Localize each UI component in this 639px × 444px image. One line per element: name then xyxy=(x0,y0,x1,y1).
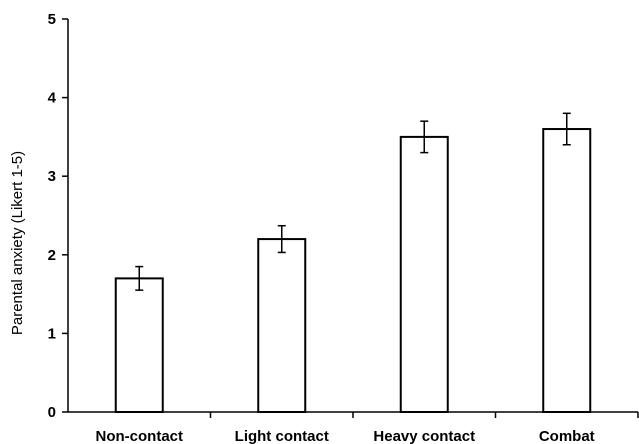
x-category-label: Light contact xyxy=(235,428,329,444)
bar-combat xyxy=(542,128,592,413)
y-tick-label: 5 xyxy=(48,11,56,28)
y-tick-label: 0 xyxy=(48,404,56,421)
x-category-label: Heavy contact xyxy=(373,428,475,444)
plot-area: Non-contact Light contact Heavy contact Com… xyxy=(96,112,595,444)
bar-non-contact xyxy=(114,277,164,413)
bar-light-contact xyxy=(257,238,307,413)
y-tick-label: 2 xyxy=(48,247,56,264)
y-tick-label: 1 xyxy=(48,325,56,342)
y-tick-label: 4 xyxy=(48,90,57,107)
x-axis-ticks xyxy=(209,412,639,418)
bar-heavy-contact xyxy=(399,135,449,413)
y-axis-ticks: 0 1 2 3 4 5 xyxy=(48,11,68,421)
x-category-label: Combat xyxy=(539,428,595,444)
y-axis-title: Parental anxiety (Likert 1-5) xyxy=(9,151,26,335)
x-category-label: Non-contact xyxy=(96,428,184,444)
y-tick-label: 3 xyxy=(48,168,56,185)
